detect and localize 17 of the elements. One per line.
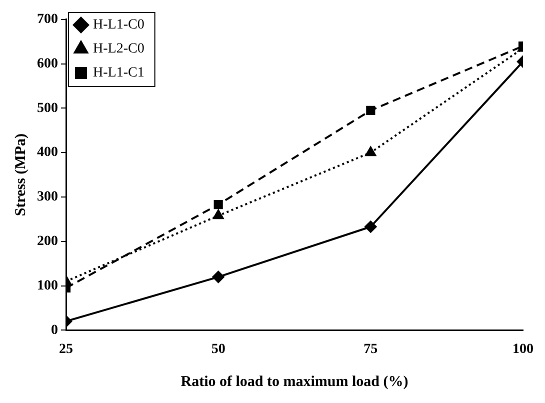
y-tick-label: 700	[37, 12, 58, 28]
x-axis-title: Ratio of load to maximum load (%)	[180, 374, 408, 390]
y-tick-label: 400	[37, 145, 58, 160]
legend-label: H-L1-C0	[93, 18, 144, 33]
y-tick-label: 100	[37, 278, 58, 294]
x-tick-label: 75	[364, 342, 378, 358]
x-tick-label: 100	[512, 342, 534, 358]
y-axis-title: Stress (MPa)	[12, 133, 29, 216]
x-tick-label: 50	[211, 342, 226, 358]
legend-label: H-L1-C1	[93, 66, 144, 81]
x-tick-label: 25	[59, 342, 73, 358]
y-tick-label: 500	[37, 100, 58, 116]
y-tick-label: 600	[37, 56, 58, 72]
y-tick-label: 0	[51, 322, 58, 338]
y-tick-label: 200	[37, 234, 58, 250]
legend-label: H-L2-C0	[93, 42, 144, 57]
y-tick-label: 300	[37, 190, 58, 205]
